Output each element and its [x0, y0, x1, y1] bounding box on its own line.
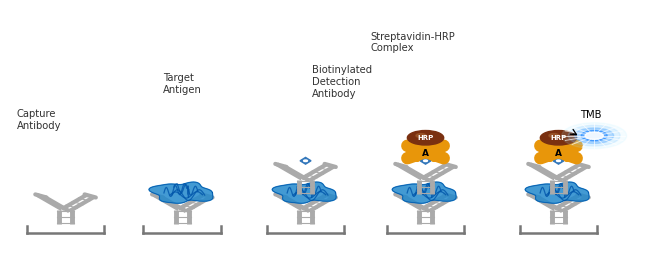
- Text: TMB: TMB: [580, 110, 602, 120]
- Polygon shape: [553, 157, 564, 164]
- Text: HRP: HRP: [551, 135, 567, 141]
- Circle shape: [424, 160, 428, 161]
- Text: Biotinylated
Detection
Antibody: Biotinylated Detection Antibody: [312, 65, 372, 99]
- Circle shape: [575, 128, 614, 144]
- Text: Target
Antigen: Target Antigen: [163, 73, 202, 95]
- Text: A: A: [422, 149, 429, 158]
- Polygon shape: [525, 182, 589, 203]
- Circle shape: [304, 160, 307, 161]
- Circle shape: [581, 131, 607, 141]
- Polygon shape: [300, 157, 311, 164]
- Circle shape: [540, 131, 577, 145]
- Polygon shape: [392, 182, 456, 203]
- Circle shape: [408, 131, 444, 145]
- Circle shape: [556, 160, 560, 161]
- Circle shape: [416, 134, 426, 138]
- Text: Streptavidin-HRP
Complex: Streptavidin-HRP Complex: [370, 32, 455, 53]
- Text: Capture
Antibody: Capture Antibody: [17, 109, 61, 131]
- Circle shape: [562, 123, 627, 149]
- Polygon shape: [420, 157, 431, 164]
- Polygon shape: [272, 182, 336, 203]
- Circle shape: [585, 132, 603, 139]
- Polygon shape: [149, 182, 213, 203]
- Circle shape: [549, 134, 559, 138]
- Circle shape: [568, 125, 620, 146]
- Text: HRP: HRP: [417, 135, 434, 141]
- Text: A: A: [555, 149, 562, 158]
